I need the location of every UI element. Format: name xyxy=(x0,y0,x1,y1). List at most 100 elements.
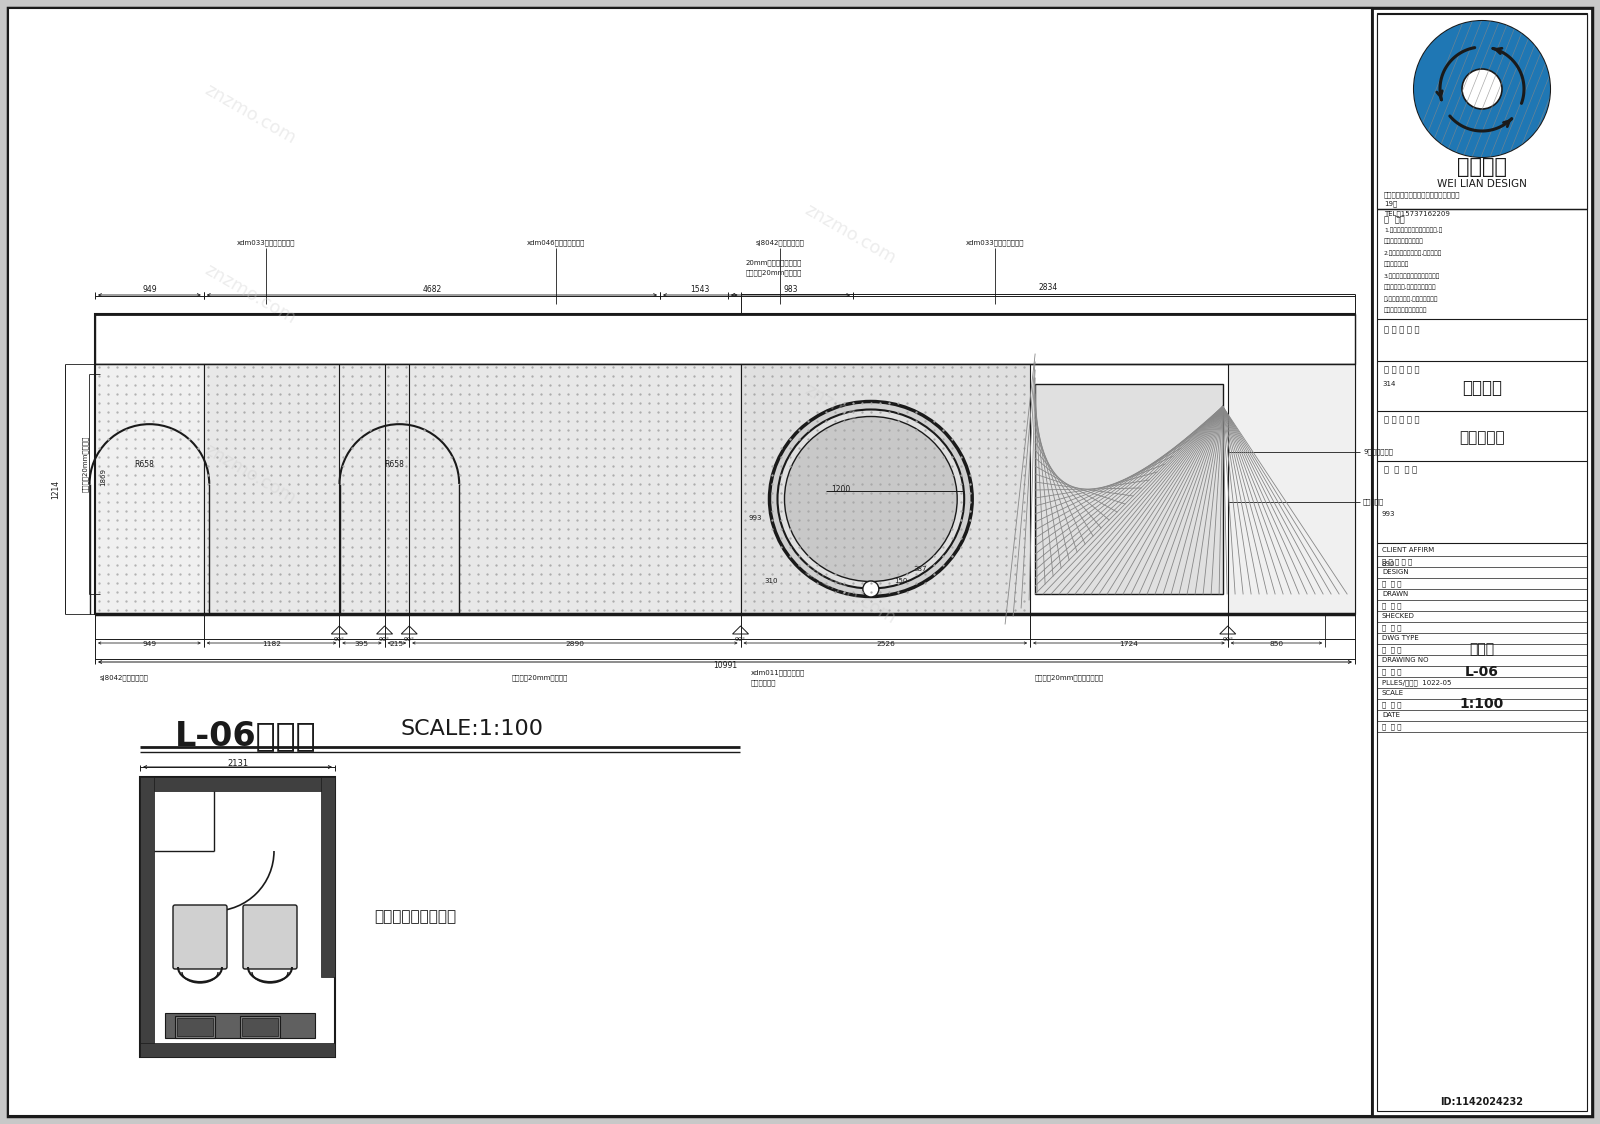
Text: L-06: L-06 xyxy=(1466,664,1499,679)
Text: 215: 215 xyxy=(390,641,403,647)
Circle shape xyxy=(1414,21,1550,157)
Bar xyxy=(1378,13,1587,209)
Polygon shape xyxy=(376,626,392,634)
Circle shape xyxy=(862,581,878,597)
Polygon shape xyxy=(402,626,418,634)
Text: 949: 949 xyxy=(142,641,157,647)
Text: 10991: 10991 xyxy=(714,661,738,670)
Text: 20mm玫瑰金不锈锆收边: 20mm玫瑰金不锈锆收边 xyxy=(746,260,802,266)
Bar xyxy=(203,364,741,614)
Text: 平面布置图: 平面布置图 xyxy=(1459,430,1506,445)
FancyBboxPatch shape xyxy=(243,905,298,969)
Text: 示数字之准确,如发现有任何矛盾: 示数字之准确,如发现有任何矛盾 xyxy=(1384,284,1437,290)
Text: znzmo.com: znzmo.com xyxy=(802,200,899,268)
Text: 1182: 1182 xyxy=(262,641,282,647)
Text: 1869: 1869 xyxy=(99,468,106,486)
Bar xyxy=(1227,364,1355,614)
Text: DESIGN: DESIGN xyxy=(1382,569,1408,575)
Text: 居面暗装20mm白色灯条: 居面暗装20mm白色灯条 xyxy=(512,674,568,681)
Text: 2.切勿以比例量度此图,一切以图内: 2.切勿以比例量度此图,一切以图内 xyxy=(1384,250,1442,255)
Text: DRAWN: DRAWN xyxy=(1382,591,1408,597)
Text: sj8042玫瑰红铝塑板: sj8042玫瑰红铝塑板 xyxy=(99,674,149,681)
Text: 设  计 ：: 设 计 ： xyxy=(1382,580,1402,587)
Text: 日  期 ：: 日 期 ： xyxy=(1382,723,1402,729)
Text: 得随意将任何部分翻印；: 得随意将任何部分翻印； xyxy=(1384,238,1424,244)
Text: DATE: DATE xyxy=(1382,711,1400,718)
Text: R658: R658 xyxy=(384,460,405,469)
Text: 1200: 1200 xyxy=(830,484,850,493)
Text: 310: 310 xyxy=(765,578,778,584)
Text: 387: 387 xyxy=(914,566,926,572)
Bar xyxy=(165,1013,315,1037)
Ellipse shape xyxy=(770,401,973,597)
Text: R658: R658 xyxy=(134,460,154,469)
Text: xdm046阳春白青饰面板: xdm046阳春白青饰面板 xyxy=(526,239,584,246)
Text: 处,应通知设计师,方可施工；否则: 处,应通知设计师,方可施工；否则 xyxy=(1384,296,1438,301)
Polygon shape xyxy=(1414,21,1550,157)
Bar xyxy=(1373,8,1592,1116)
Text: 314: 314 xyxy=(1382,381,1395,387)
Text: DRAWING NO: DRAWING NO xyxy=(1382,658,1429,663)
Text: 图 纸 名 称 ：: 图 纸 名 称 ： xyxy=(1384,415,1419,424)
Text: 3.施工单位须在工地核对图内所所: 3.施工单位须在工地核对图内所所 xyxy=(1384,273,1440,279)
Text: 1724: 1724 xyxy=(1120,641,1138,647)
Text: SCALE: SCALE xyxy=(1382,690,1405,696)
Text: 983: 983 xyxy=(784,285,798,294)
Ellipse shape xyxy=(778,409,965,589)
Text: 居面暗装20mm枠橙黄柔性灯条: 居面暗装20mm枠橙黄柔性灯条 xyxy=(1035,674,1104,681)
Bar xyxy=(141,1043,334,1057)
Bar xyxy=(141,777,154,1057)
Text: 施工单位须承担所有责任。: 施工单位须承担所有责任。 xyxy=(1384,308,1427,314)
Bar xyxy=(240,1016,280,1037)
Text: znzmo.com: znzmo.com xyxy=(202,441,299,507)
Text: 19层: 19层 xyxy=(1384,201,1397,207)
Text: 1543: 1543 xyxy=(691,285,710,294)
Text: 993: 993 xyxy=(749,516,762,522)
Text: 说  明：: 说 明： xyxy=(1384,215,1405,224)
Bar xyxy=(94,314,1355,614)
Text: 2890: 2890 xyxy=(565,641,584,647)
Text: 1214: 1214 xyxy=(51,480,61,499)
Text: 比  例 ：: 比 例 ： xyxy=(1382,701,1402,708)
Text: SCALE:1:100: SCALE:1:100 xyxy=(400,719,542,738)
Bar xyxy=(1035,384,1222,593)
Text: 数字所示为准；: 数字所示为准； xyxy=(1384,262,1410,268)
Bar xyxy=(174,1016,214,1037)
Text: 工 程 名 称 ：: 工 程 名 称 ： xyxy=(1384,365,1419,374)
Text: 维联设计: 维联设计 xyxy=(1458,157,1507,176)
Text: 玫瑰金门套: 玫瑰金门套 xyxy=(1363,498,1384,505)
Polygon shape xyxy=(331,626,347,634)
Text: 校  对 ：: 校 对 ： xyxy=(1382,624,1402,631)
Bar xyxy=(8,8,1373,1116)
Text: 平面图: 平面图 xyxy=(1469,643,1494,656)
Text: 1.非得本公司设计师之书面批准,不: 1.非得本公司设计师之书面批准,不 xyxy=(1384,227,1442,233)
Text: 90°: 90° xyxy=(1222,637,1234,642)
Bar xyxy=(242,1018,278,1036)
Text: znzmo.com: znzmo.com xyxy=(802,561,899,627)
Bar xyxy=(1378,13,1587,1111)
Text: 90°: 90° xyxy=(334,637,344,642)
Text: 2834: 2834 xyxy=(1038,283,1058,292)
Text: sj8042玫瑰红铝塑板: sj8042玫瑰红铝塑板 xyxy=(757,239,805,246)
Text: 90°: 90° xyxy=(734,637,746,642)
Text: 地址：郑州市绳地滨湖国际城三区一号楼: 地址：郑州市绳地滨湖国际城三区一号楼 xyxy=(1384,192,1461,198)
Text: 395: 395 xyxy=(355,641,370,647)
Text: znzmo.com: znzmo.com xyxy=(202,261,299,327)
Ellipse shape xyxy=(784,417,957,581)
Bar xyxy=(141,777,334,791)
Text: 图  别 ：: 图 别 ： xyxy=(1382,646,1402,653)
Bar xyxy=(94,364,203,614)
Text: 2131: 2131 xyxy=(227,759,248,768)
Text: 2526: 2526 xyxy=(875,641,894,647)
Text: 双人黑房展开立面图: 双人黑房展开立面图 xyxy=(374,909,456,925)
Text: 制  图 ：: 制 图 ： xyxy=(1382,602,1402,608)
Polygon shape xyxy=(1219,626,1235,634)
Bar xyxy=(141,777,334,1057)
Text: 993: 993 xyxy=(1382,511,1395,517)
Text: DWG TYPE: DWG TYPE xyxy=(1382,635,1419,641)
Circle shape xyxy=(1462,69,1502,109)
Text: WEI LIAN DESIGN: WEI LIAN DESIGN xyxy=(1437,179,1526,189)
Text: PLLES/档案号  1022-05: PLLES/档案号 1022-05 xyxy=(1382,679,1451,686)
Text: CLIENT AFFIRM: CLIENT AFFIRM xyxy=(1382,547,1434,553)
Text: 949: 949 xyxy=(142,285,157,294)
